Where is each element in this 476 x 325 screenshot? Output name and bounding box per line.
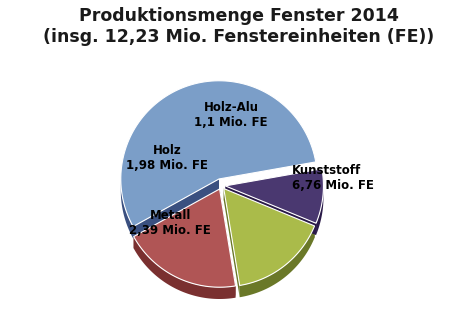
- Text: Kunststoff
6,76 Mio. FE: Kunststoff 6,76 Mio. FE: [291, 163, 373, 192]
- Polygon shape: [133, 179, 218, 238]
- Polygon shape: [223, 188, 314, 238]
- Polygon shape: [133, 237, 235, 299]
- Text: Metall
2,39 Mio. FE: Metall 2,39 Mio. FE: [129, 209, 211, 237]
- Polygon shape: [133, 189, 235, 287]
- Title: Produktionsmenge Fenster 2014
(insg. 12,23 Mio. Fenstereinheiten (FE)): Produktionsmenge Fenster 2014 (insg. 12,…: [43, 7, 433, 46]
- Polygon shape: [120, 81, 315, 227]
- Polygon shape: [225, 186, 316, 235]
- Polygon shape: [223, 188, 314, 285]
- Text: Holz
1,98 Mio. FE: Holz 1,98 Mio. FE: [126, 144, 208, 172]
- Polygon shape: [120, 177, 133, 238]
- Polygon shape: [133, 189, 219, 248]
- Polygon shape: [225, 169, 323, 223]
- Polygon shape: [316, 181, 323, 235]
- Polygon shape: [239, 226, 314, 297]
- Polygon shape: [223, 188, 239, 297]
- Polygon shape: [219, 189, 235, 298]
- Text: Holz-Alu
1,1 Mio. FE: Holz-Alu 1,1 Mio. FE: [194, 101, 268, 129]
